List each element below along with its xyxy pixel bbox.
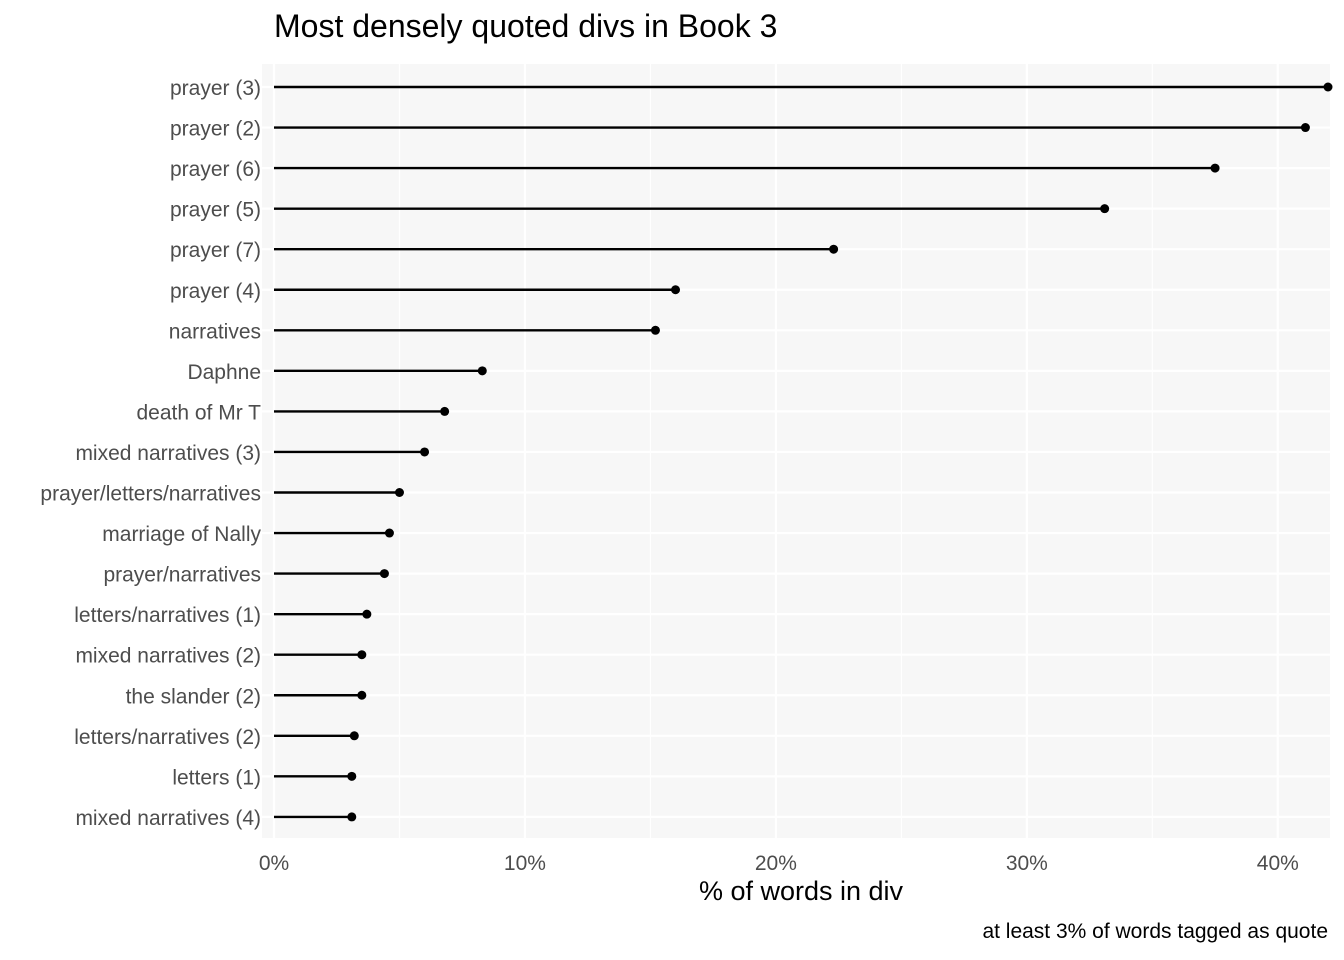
y-tick-label: prayer (6) (170, 158, 261, 181)
lollipop-point (379, 569, 389, 579)
lollipop-point (440, 406, 450, 416)
y-tick-label: prayer/narratives (103, 564, 261, 587)
lollipop-point (362, 609, 372, 619)
lollipop-point (394, 488, 404, 497)
x-tick-label: 20% (755, 852, 797, 875)
y-tick-label: mixed narratives (2) (75, 645, 261, 668)
x-axis-title: % of words in div (698, 876, 904, 906)
y-tick-label: narratives (169, 320, 261, 343)
y-tick-label: letters (1) (172, 766, 261, 789)
y-tick-label: prayer (2) (170, 118, 261, 141)
y-tick-label: mixed narratives (4) (75, 807, 261, 830)
lollipop-point (829, 244, 839, 254)
y-tick-label: prayer (4) (170, 280, 261, 303)
x-tick-label: 30% (1006, 852, 1048, 875)
lollipop-point (349, 731, 359, 741)
lollipop-point (357, 690, 367, 700)
lollipop-point (1100, 204, 1110, 214)
y-tick-label: prayer (5) (170, 199, 261, 222)
chart-caption: at least 3% of words tagged as quote (982, 920, 1328, 943)
x-tick-label: 10% (504, 852, 546, 875)
lollipop-point (357, 650, 367, 660)
x-tick-label: 40% (1257, 852, 1299, 875)
lollipop-point (1300, 123, 1310, 133)
lollipop-point (347, 771, 357, 781)
y-tick-label: prayer/letters/narratives (40, 483, 261, 506)
y-tick-label: marriage of Nally (102, 523, 261, 546)
lollipop-point (1210, 163, 1220, 173)
y-tick-label: prayer (7) (170, 239, 261, 262)
y-tick-label: Daphne (187, 361, 261, 384)
lollipop-point (1323, 82, 1333, 92)
chart-title: Most densely quoted divs in Book 3 (274, 8, 778, 44)
y-tick-label: death of Mr T (136, 401, 261, 424)
y-tick-label: letters/narratives (2) (74, 726, 261, 749)
lollipop-point (347, 812, 357, 822)
lollipop-point (420, 447, 430, 457)
x-tick-label: 0% (259, 852, 289, 875)
lollipop-point (477, 366, 487, 376)
lollipop-point (671, 285, 681, 295)
lollipop-point (650, 325, 660, 335)
y-tick-label: the slander (2) (126, 685, 261, 708)
lollipop-point (384, 528, 394, 538)
y-tick-label: prayer (3) (170, 77, 261, 100)
y-tick-label: letters/narratives (1) (74, 604, 261, 627)
y-tick-label: mixed narratives (3) (75, 442, 261, 465)
